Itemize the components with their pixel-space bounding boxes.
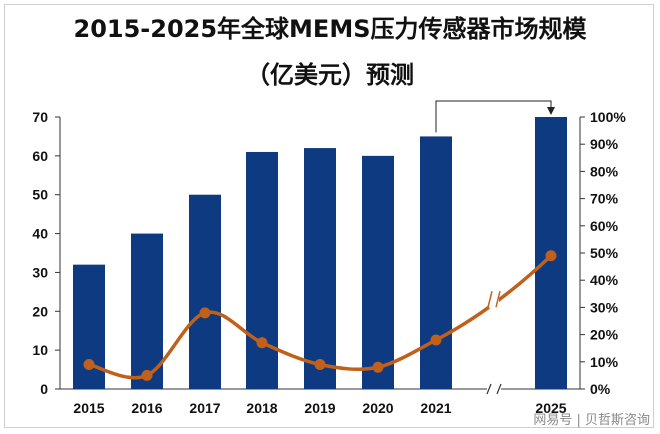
y-tick-label-left: 20 <box>32 303 48 319</box>
y-tick-label-right: 60% <box>590 218 619 234</box>
y-tick-label-right: 40% <box>590 272 619 288</box>
bar-2021 <box>420 136 452 389</box>
x-tick-label-2017: 2017 <box>189 400 220 416</box>
x-tick-label-2019: 2019 <box>304 400 335 416</box>
y-tick-label-left: 70 <box>32 109 48 125</box>
y-tick-label-right: 100% <box>590 109 626 125</box>
x-axis-break-mark <box>486 383 492 395</box>
chart-title-line2: （亿美元）预测 <box>246 61 414 89</box>
line-point-2018 <box>256 337 268 349</box>
x-axis-break-gap <box>487 386 501 393</box>
line-point-2025 <box>545 250 557 262</box>
x-tick-label-2016: 2016 <box>131 400 162 416</box>
line-point-2017 <box>199 307 211 319</box>
line-point-2016 <box>141 369 153 381</box>
x-tick-label-2021: 2021 <box>420 400 451 416</box>
line-point-2019 <box>314 359 326 371</box>
annotation-arrow-head <box>547 107 555 115</box>
line-point-2015 <box>83 359 95 371</box>
x-tick-label-2015: 2015 <box>73 400 104 416</box>
y-tick-label-right: 70% <box>590 191 619 207</box>
annotation-arrow-line <box>435 100 552 133</box>
y-tick-label-right: 90% <box>590 136 619 152</box>
y-tick-label-right: 0% <box>590 381 611 397</box>
chart-frame <box>4 4 654 428</box>
y-tick-label-left: 30 <box>32 264 48 280</box>
y-tick-label-right: 20% <box>590 327 619 343</box>
chart-title-line1: 2015-2025年全球MEMS压力传感器市场规模 <box>73 15 587 43</box>
y-tick-label-left: 10 <box>32 342 48 358</box>
bar-2017 <box>189 194 221 389</box>
y-tick-label-right: 30% <box>590 299 619 315</box>
watermark: 网易号 | 贝哲斯咨询 <box>533 413 650 428</box>
x-axis-break-mark <box>496 383 502 395</box>
bar-2016 <box>131 233 163 389</box>
y-tick-label-left: 60 <box>32 148 48 164</box>
y-tick-label-right: 80% <box>590 163 619 179</box>
line-break-mark <box>487 291 493 308</box>
bar-2020 <box>362 155 394 389</box>
line-break-mark <box>495 291 501 308</box>
y-tick-label-left: 50 <box>32 187 48 203</box>
line-point-2020 <box>372 361 384 373</box>
y-tick-label-left: 0 <box>40 381 48 397</box>
x-tick-label-2018: 2018 <box>246 400 277 416</box>
x-tick-label-2020: 2020 <box>362 400 393 416</box>
bar-2018 <box>246 151 278 389</box>
x-tick-label-2025: 2025 <box>535 400 566 416</box>
y-tick-label-right: 10% <box>590 354 619 370</box>
y-tick-label-right: 50% <box>590 245 619 261</box>
line-break-gap <box>489 290 499 309</box>
y-tick-label-left: 40 <box>32 226 48 242</box>
line-point-2021 <box>430 334 442 346</box>
bar-2019 <box>304 148 336 389</box>
